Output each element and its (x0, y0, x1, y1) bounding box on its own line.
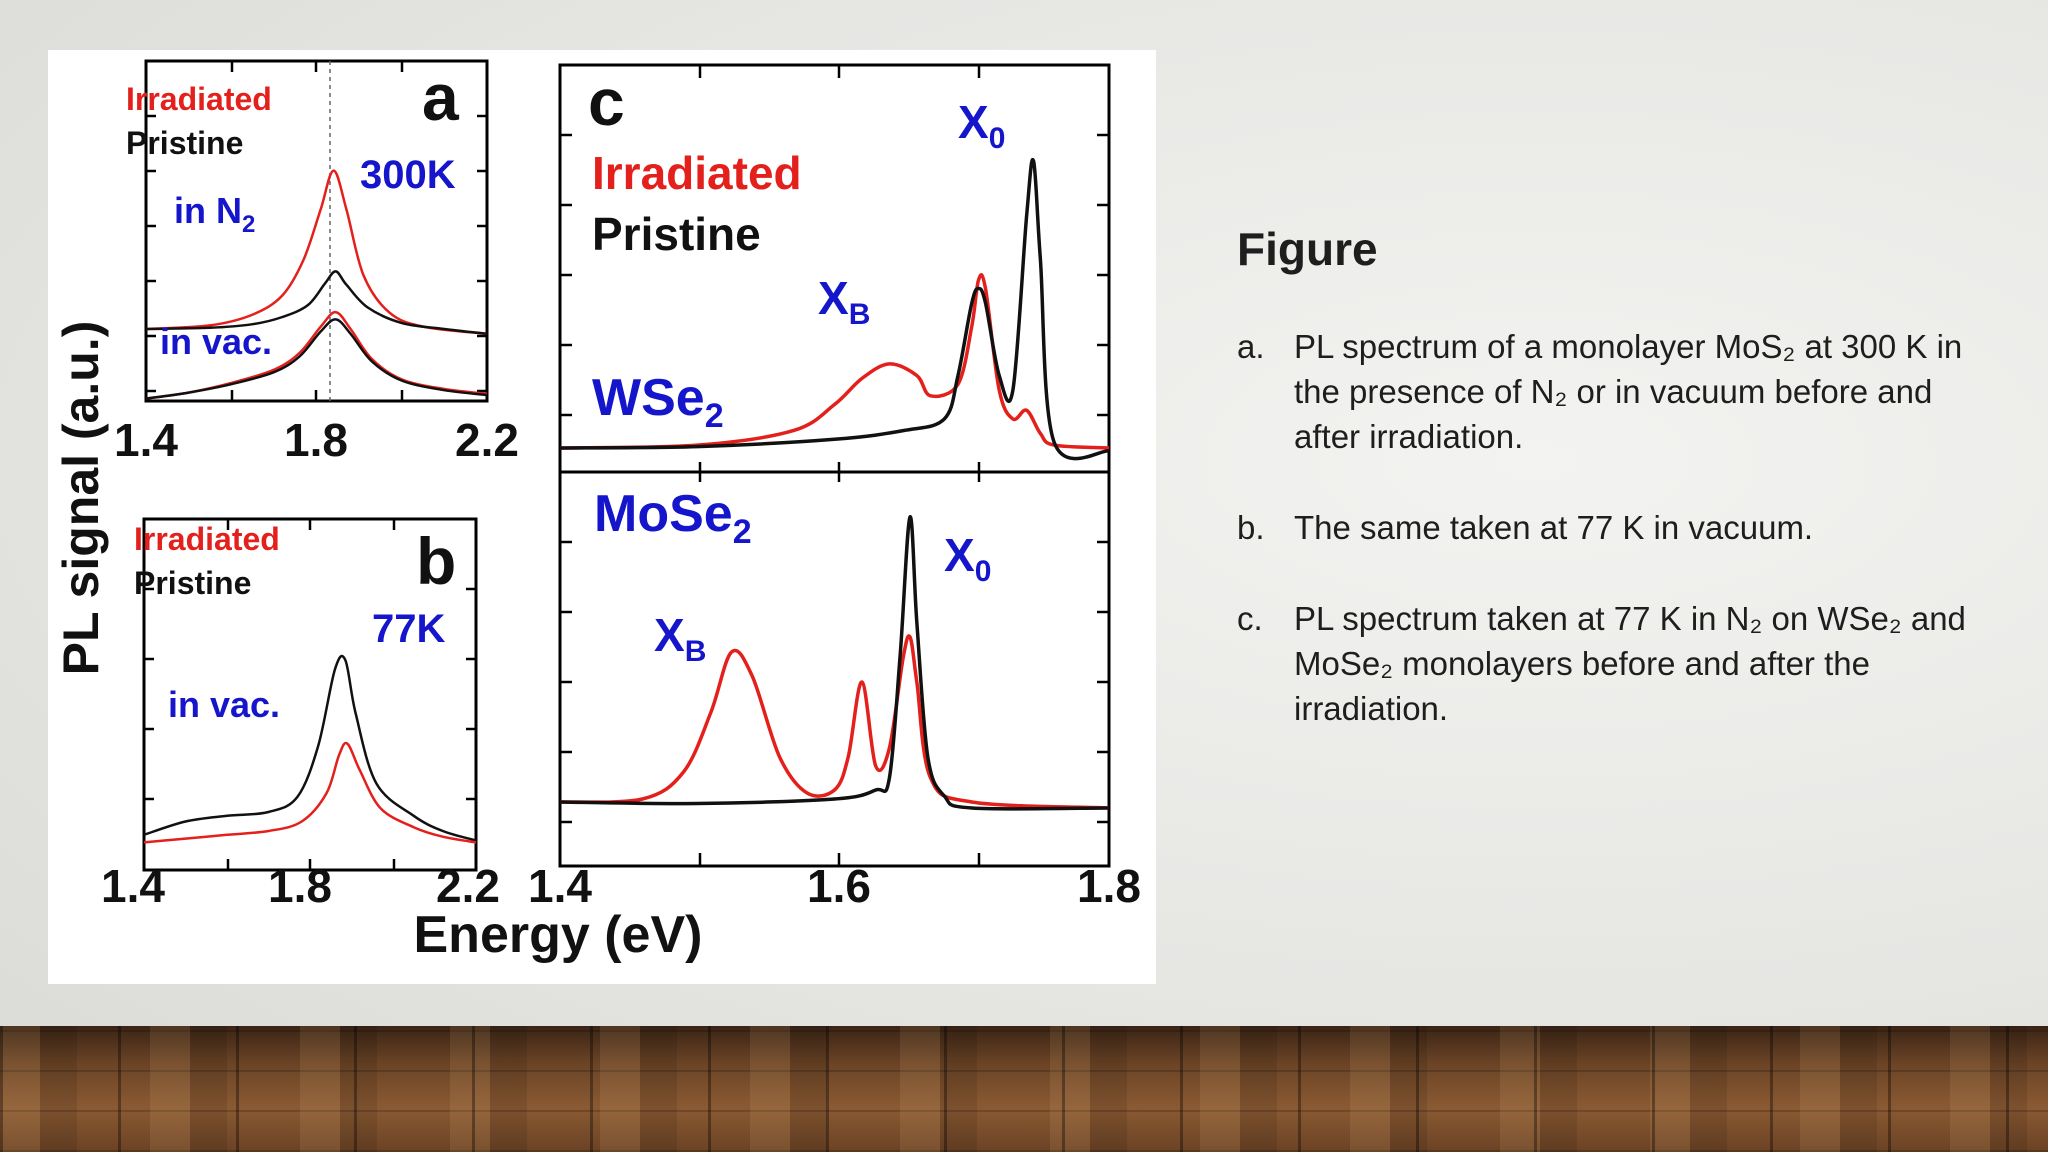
panel-a-irradiated-curve (145, 169, 488, 336)
y-axis-label: PL signal (a.u.) (53, 321, 109, 676)
panel-b-legend-pristine: Pristine (134, 565, 251, 601)
panel-a-pristine-curve (145, 270, 488, 336)
panel-c-pristine-curve (559, 515, 1110, 811)
panel-b-label-vac: in vac. (168, 684, 280, 725)
axis-ticks (142, 61, 1111, 870)
panel-c-irradiated-curve (559, 634, 1110, 810)
panel-b-irradiated-curve (143, 741, 477, 844)
panel-a-xtick-3: 2.2 (455, 414, 519, 466)
panel-c-letter: c (588, 65, 625, 139)
caption-item-text: PL spectrum of a monolayer MoS₂ at 300 K… (1294, 328, 1963, 455)
panel-b-pristine-curve (143, 654, 477, 842)
panel-b-letter: b (416, 524, 456, 598)
panel-b-temperature: 77K (372, 607, 445, 651)
panel-c-wse2-x0: X0 (958, 96, 1005, 155)
panel-a-letter: a (422, 60, 460, 134)
panel-c-mose2-x0: X0 (944, 529, 991, 588)
figure-svg: PL signal (a.u.) Energy (eV) Irradiated … (53, 59, 1141, 964)
panel-c-xtick-2: 1.6 (807, 860, 871, 912)
caption-item: b. The same taken at 77 K in vacuum. (1237, 505, 1997, 550)
panel-a-temperature: 300K (360, 153, 456, 197)
caption-item-marker: a. (1237, 328, 1265, 365)
panel-a-legend-irradiated: Irradiated (126, 81, 272, 117)
panel-c-legend-pristine: Pristine (592, 208, 761, 260)
panel-b-xtick-1: 1.4 (101, 860, 165, 912)
panel-a-label-vac: in vac. (160, 321, 272, 362)
panel-c-irradiated-curve (559, 273, 1110, 450)
panel-c-mose2-xb: XB (654, 609, 706, 668)
panel-b-xtick-2: 1.8 (268, 860, 332, 912)
wood-floor (0, 1026, 2048, 1152)
panel-c-xtick-1: 1.4 (528, 860, 592, 912)
caption-item: c. PL spectrum taken at 77 K in N₂ on WSe… (1237, 596, 1997, 731)
spectra (143, 157, 1110, 844)
panel-a-legend-pristine: Pristine (126, 125, 243, 161)
panel-c-label-wse2: WSe2 (592, 369, 724, 435)
panel-c-label-mose2: MoSe2 (594, 485, 752, 551)
panel-b-xtick-3: 2.2 (436, 860, 500, 912)
caption-item-marker: c. (1237, 600, 1263, 637)
panel-b-legend-irradiated: Irradiated (134, 521, 280, 557)
panel-c-pristine-curve (559, 157, 1110, 461)
x-axis-label: Energy (eV) (414, 906, 703, 964)
figure-image: PL signal (a.u.) Energy (eV) Irradiated … (48, 50, 1156, 984)
caption-item-text: The same taken at 77 K in vacuum. (1294, 509, 1814, 546)
panel-a-pristine-curve (145, 318, 488, 400)
caption-item-text: PL spectrum taken at 77 K in N₂ on WSe₂ … (1294, 600, 1966, 727)
panel-a-xtick-2: 1.8 (284, 414, 348, 466)
panel-a-xtick-1: 1.4 (114, 414, 178, 466)
figure-caption: Figure a. PL spectrum of a monolayer MoS₂… (1237, 222, 1997, 777)
panel-c-wse2-xb: XB (818, 272, 870, 331)
caption-list: a. PL spectrum of a monolayer MoS₂ at 300… (1237, 324, 1997, 731)
panel-c-legend-irradiated: Irradiated (592, 147, 802, 199)
panel-c-xtick-3: 1.8 (1077, 860, 1141, 912)
panel-a-label-n2: in N2 (174, 190, 255, 238)
caption-item: a. PL spectrum of a monolayer MoS₂ at 300… (1237, 324, 1997, 459)
slide: PL signal (a.u.) Energy (eV) Irradiated … (48, 50, 1997, 984)
caption-title: Figure (1237, 223, 1378, 275)
caption-item-marker: b. (1237, 509, 1265, 546)
